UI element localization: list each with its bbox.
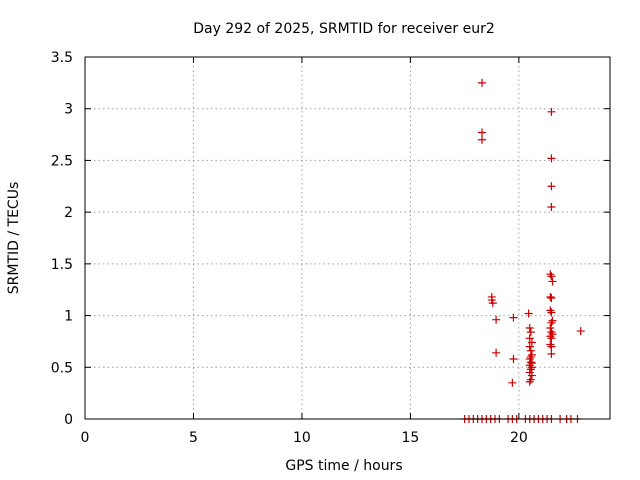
data-point bbox=[547, 182, 556, 191]
data-point bbox=[509, 355, 518, 364]
x-tick-label: 0 bbox=[81, 430, 90, 446]
data-point bbox=[547, 154, 556, 163]
data-point bbox=[492, 315, 501, 324]
data-point bbox=[478, 128, 487, 137]
grid-lines bbox=[85, 57, 610, 419]
data-point bbox=[546, 340, 555, 349]
x-tick-label: 15 bbox=[401, 430, 419, 446]
data-point bbox=[478, 78, 487, 87]
data-point bbox=[547, 272, 556, 281]
data-point bbox=[527, 371, 536, 380]
data-point bbox=[546, 323, 555, 332]
data-point bbox=[526, 328, 535, 337]
data-point bbox=[526, 375, 535, 384]
data-point bbox=[527, 338, 536, 347]
y-tick-label: 3.5 bbox=[51, 50, 73, 66]
data-points bbox=[460, 78, 585, 423]
data-point bbox=[488, 299, 497, 308]
data-point bbox=[576, 327, 585, 336]
axis-ticks: 0 5 10 15 20 0 0.5 1 1.5 2 2.5 3 3.5 bbox=[51, 50, 610, 446]
data-point bbox=[525, 334, 534, 343]
data-point bbox=[547, 202, 556, 211]
chart-title: Day 292 of 2025, SRMTID for receiver eur… bbox=[193, 21, 495, 37]
data-point bbox=[546, 292, 555, 301]
data-point bbox=[546, 332, 555, 341]
y-tick-label: 0 bbox=[64, 412, 73, 428]
data-point bbox=[527, 359, 536, 368]
y-axis-label: SRMTID / TECUs bbox=[6, 182, 22, 295]
data-point bbox=[492, 348, 501, 357]
data-point bbox=[525, 342, 534, 351]
data-point bbox=[546, 306, 555, 315]
data-point bbox=[547, 293, 556, 302]
data-point bbox=[547, 349, 556, 358]
x-tick-label: 5 bbox=[189, 430, 198, 446]
plot-frame bbox=[84, 56, 611, 420]
data-point bbox=[547, 334, 556, 343]
y-tick-label: 3 bbox=[64, 102, 73, 118]
data-point bbox=[547, 308, 556, 317]
data-point bbox=[508, 378, 517, 387]
data-point bbox=[548, 330, 557, 339]
y-tick-label: 2.5 bbox=[51, 153, 73, 169]
data-point bbox=[547, 107, 556, 116]
y-tick-label: 0.5 bbox=[51, 360, 73, 376]
data-point bbox=[547, 342, 556, 351]
data-point bbox=[524, 309, 533, 318]
data-point bbox=[509, 313, 518, 322]
data-point bbox=[526, 352, 535, 361]
y-tick-label: 1 bbox=[64, 309, 73, 325]
x-tick-label: 20 bbox=[510, 430, 528, 446]
data-point bbox=[548, 277, 557, 286]
data-point bbox=[547, 318, 556, 327]
data-point bbox=[478, 135, 487, 144]
data-point bbox=[525, 377, 534, 386]
y-tick-label: 1.5 bbox=[51, 257, 73, 273]
data-point bbox=[546, 270, 555, 279]
x-axis-label: GPS time / hours bbox=[285, 458, 402, 474]
x-tick-label: 10 bbox=[293, 430, 311, 446]
data-point bbox=[527, 350, 536, 359]
data-point bbox=[548, 316, 557, 325]
data-point bbox=[525, 323, 534, 332]
y-tick-label: 2 bbox=[64, 205, 73, 221]
